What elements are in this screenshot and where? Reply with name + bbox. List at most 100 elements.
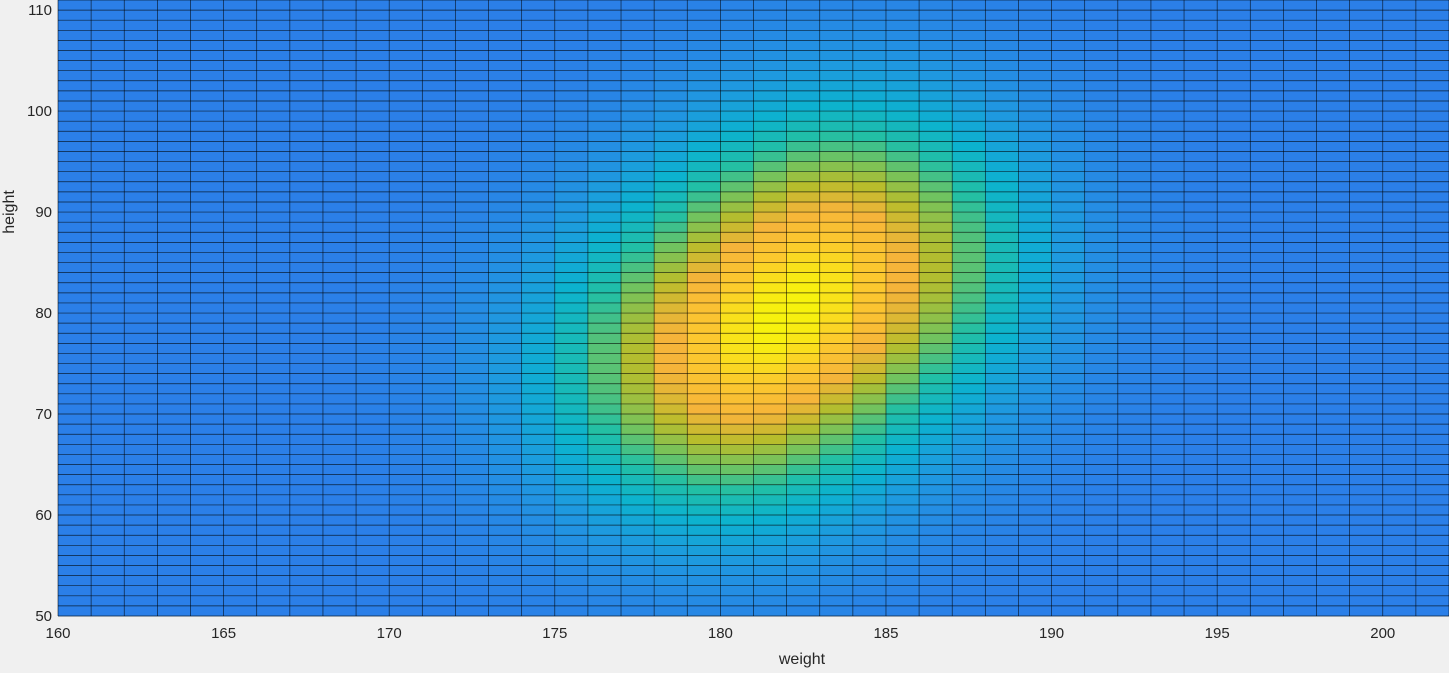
heatmap-cell [1084,403,1119,415]
heatmap-cell [1051,575,1085,587]
heatmap-cell [124,141,158,152]
heatmap-cell [1084,545,1119,556]
heatmap-cell [389,434,423,445]
heatmap-cell [389,484,423,496]
heatmap-cell [322,414,357,425]
heatmap-cell [852,90,887,102]
heatmap-cell [223,232,258,243]
heatmap-cell [720,70,754,82]
heatmap-cell [687,10,721,21]
heatmap-cell [1382,313,1417,324]
heatmap-cell [455,0,489,11]
heatmap-cell [1217,353,1251,364]
heatmap-cell [124,131,158,142]
heatmap-cell [1316,343,1350,354]
x-tick-label: 195 [1205,625,1230,642]
heatmap-cell [1018,504,1052,516]
heatmap-cell [786,0,821,11]
heatmap-cell [885,232,920,243]
heatmap-cell [852,504,887,516]
heatmap-cell [885,474,920,486]
heatmap-cell [621,0,655,11]
heatmap-cell [587,30,622,41]
heatmap-cell [687,100,721,112]
heatmap-cell [1382,60,1417,71]
heatmap-cell [1349,111,1384,122]
heatmap-cell [58,434,92,445]
heatmap-cell [819,605,854,617]
heatmap-cell [455,222,489,233]
heatmap-cell [58,30,92,41]
heatmap-cell [389,353,423,364]
heatmap-cell [190,575,224,587]
heatmap-cell [687,323,721,334]
heatmap-cell [256,545,291,556]
heatmap-cell [223,0,258,11]
heatmap-cell [885,373,920,385]
heatmap-cell [1217,302,1251,314]
heatmap-cell [58,252,92,263]
heatmap-cell [786,262,821,273]
heatmap-cell [1283,474,1317,486]
heatmap-cell [256,171,291,183]
heatmap-cell [919,525,953,536]
heatmap-cell [1382,434,1417,445]
heatmap-cell [256,262,291,273]
heatmap-cell [1217,70,1251,82]
heatmap-cell [1217,545,1251,556]
heatmap-cell [654,10,688,21]
heatmap-cell [654,535,688,546]
heatmap-cell [91,121,125,132]
heatmap-cell [91,232,125,243]
heatmap-cell [1217,272,1251,284]
heatmap-cell [124,565,158,576]
heatmap-cell [753,434,787,445]
heatmap-cell [58,333,92,344]
heatmap-cell [1349,212,1384,223]
heatmap-cell [289,484,324,496]
heatmap-cell [554,232,589,243]
heatmap-cell [190,363,224,374]
heatmap-cell [1250,40,1284,51]
heatmap-cell [1051,424,1085,435]
heatmap-cell [256,10,291,21]
heatmap-cell [1349,131,1384,142]
heatmap-cell [786,252,821,263]
heatmap-cell [621,100,655,112]
heatmap-cell [1349,30,1384,41]
heatmap-cell [389,414,423,425]
heatmap-cell [720,393,754,405]
heatmap-cell [554,504,589,516]
heatmap-cell [521,363,556,374]
heatmap-cell [1316,252,1350,263]
heatmap-cell [1117,525,1152,536]
heatmap-cell [621,403,655,415]
heatmap-cell [223,454,258,465]
heatmap-cell [985,232,1019,243]
heatmap-cell [786,171,821,183]
heatmap-cell [488,232,522,243]
heatmap-cell [952,353,986,364]
heatmap-cell [587,515,622,526]
heatmap-cell [1316,494,1350,506]
heatmap-cell [256,595,291,607]
heatmap-cell [289,363,324,374]
heatmap-cell [554,565,589,576]
heatmap-cell [488,323,522,334]
heatmap-cell [587,424,622,435]
heatmap-cell [919,141,953,152]
heatmap-cell [91,20,125,31]
heatmap-cell [1382,504,1417,516]
heatmap-cell [1184,292,1218,304]
heatmap-cell [1316,454,1350,465]
heatmap-cell [190,131,224,142]
heatmap-cell [587,222,622,233]
heatmap-cell [157,414,191,425]
heatmap-cell [1250,90,1284,102]
heatmap-cell [91,434,125,445]
heatmap-cell [720,515,754,526]
heatmap-cell [753,201,787,213]
heatmap-cell [753,575,787,587]
heatmap-cell [919,515,953,526]
heatmap-cell [289,171,324,183]
